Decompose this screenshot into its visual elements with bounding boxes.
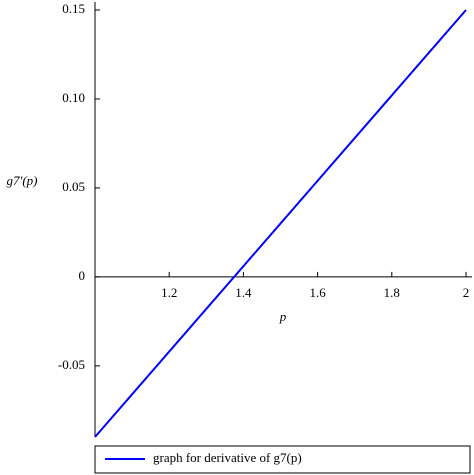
legend-box — [94, 445, 471, 474]
x-axis-label: p — [279, 309, 287, 324]
x-tick-label: 1.8 — [384, 285, 400, 300]
x-tick-label: 1.2 — [161, 285, 177, 300]
y-axis-label: g7′(p) — [6, 173, 37, 188]
y-tick-label: 0.05 — [62, 179, 85, 194]
y-tick-label: 0 — [79, 268, 86, 283]
y-tick-label: 0.10 — [62, 90, 85, 105]
x-tick-label: 2 — [463, 285, 470, 300]
y-tick-label: 0.15 — [62, 1, 85, 16]
y-tick-label: -0.05 — [58, 357, 85, 372]
series-line — [94, 9, 467, 438]
legend-label: graph for derivative of g7(p) — [153, 450, 302, 465]
x-tick-label: 1.4 — [235, 285, 252, 300]
x-tick-label: 1.6 — [309, 285, 326, 300]
